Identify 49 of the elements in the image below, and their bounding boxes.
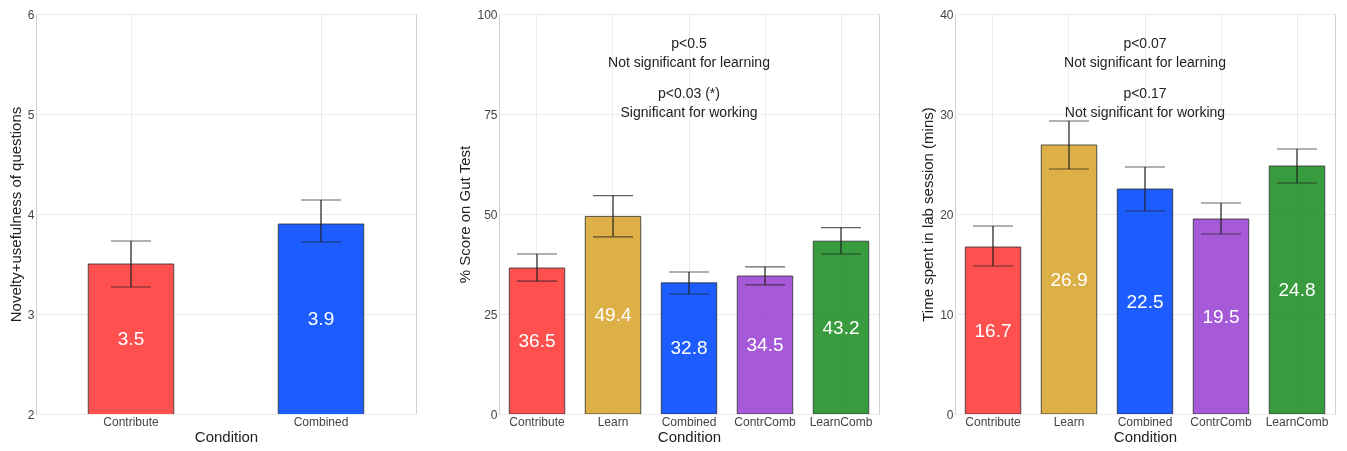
y-tick-label: 75 <box>484 107 498 122</box>
y-tick-label: 40 <box>940 7 954 22</box>
data-label: 43.2 <box>822 316 860 338</box>
y-tick-label: 10 <box>940 307 954 322</box>
y-tick-label: 4 <box>27 207 35 222</box>
y-axis-title: % Score on Gut Test <box>456 145 474 284</box>
y-axis-title: Time spent in lab session (mins) <box>919 107 937 322</box>
x-tick-label: Learn <box>1053 414 1085 429</box>
x-tick-label: Combined <box>1117 414 1173 429</box>
y-axis-title: Novelty+usefulness of questions <box>6 106 24 323</box>
data-label: 32.8 <box>670 337 708 359</box>
y-tick-label: 0 <box>490 407 498 422</box>
data-label: 3.9 <box>307 308 335 329</box>
x-tick-label: ContrComb <box>1190 414 1252 429</box>
y-tick-label: 0 <box>946 407 954 422</box>
y-tick-label: 20 <box>940 207 954 222</box>
y-tick-label: 5 <box>27 107 35 122</box>
data-label: 22.5 <box>1126 290 1164 312</box>
annotation: p<0.03 (*) Significant for working <box>620 85 758 120</box>
x-tick-label: Combined <box>293 414 349 429</box>
y-tick-label: 50 <box>484 207 498 222</box>
data-label: 3.5 <box>117 328 145 349</box>
data-label: 49.4 <box>594 304 632 326</box>
y-tick-label: 6 <box>27 7 35 22</box>
x-axis-title: Condition <box>194 427 259 445</box>
data-label: 16.7 <box>974 319 1012 341</box>
data-label: 36.5 <box>518 330 556 351</box>
x-tick-label: Contribute <box>509 414 565 429</box>
data-label: 19.5 <box>1202 305 1240 327</box>
y-tick-label: 3 <box>27 307 35 322</box>
x-tick-label: Combined <box>661 414 717 429</box>
x-tick-label: Learn <box>597 414 629 429</box>
y-tick-label: 25 <box>484 307 498 322</box>
x-axis-title: Condition <box>657 427 722 445</box>
y-tick-label: 2 <box>27 407 35 422</box>
annotation: p<0.5 Not significant for learning <box>608 35 770 70</box>
x-tick-label: Contribute <box>103 414 159 429</box>
annotation: p<0.17 Not significant for working <box>1064 85 1226 120</box>
data-label: 24.8 <box>1278 279 1316 300</box>
x-tick-label: LearnComb <box>1265 414 1329 429</box>
y-tick-label: 30 <box>940 107 954 122</box>
x-tick-label: LearnComb <box>809 414 873 429</box>
x-axis-title: Condition <box>1113 427 1178 445</box>
data-label: 26.9 <box>1050 268 1088 290</box>
data-label: 34.5 <box>746 334 784 355</box>
x-tick-label: ContrComb <box>734 414 796 429</box>
x-tick-label: Contribute <box>965 414 1021 429</box>
y-tick-label: 100 <box>477 7 498 22</box>
annotation: p<0.07 Not significant for learning <box>1064 35 1226 70</box>
